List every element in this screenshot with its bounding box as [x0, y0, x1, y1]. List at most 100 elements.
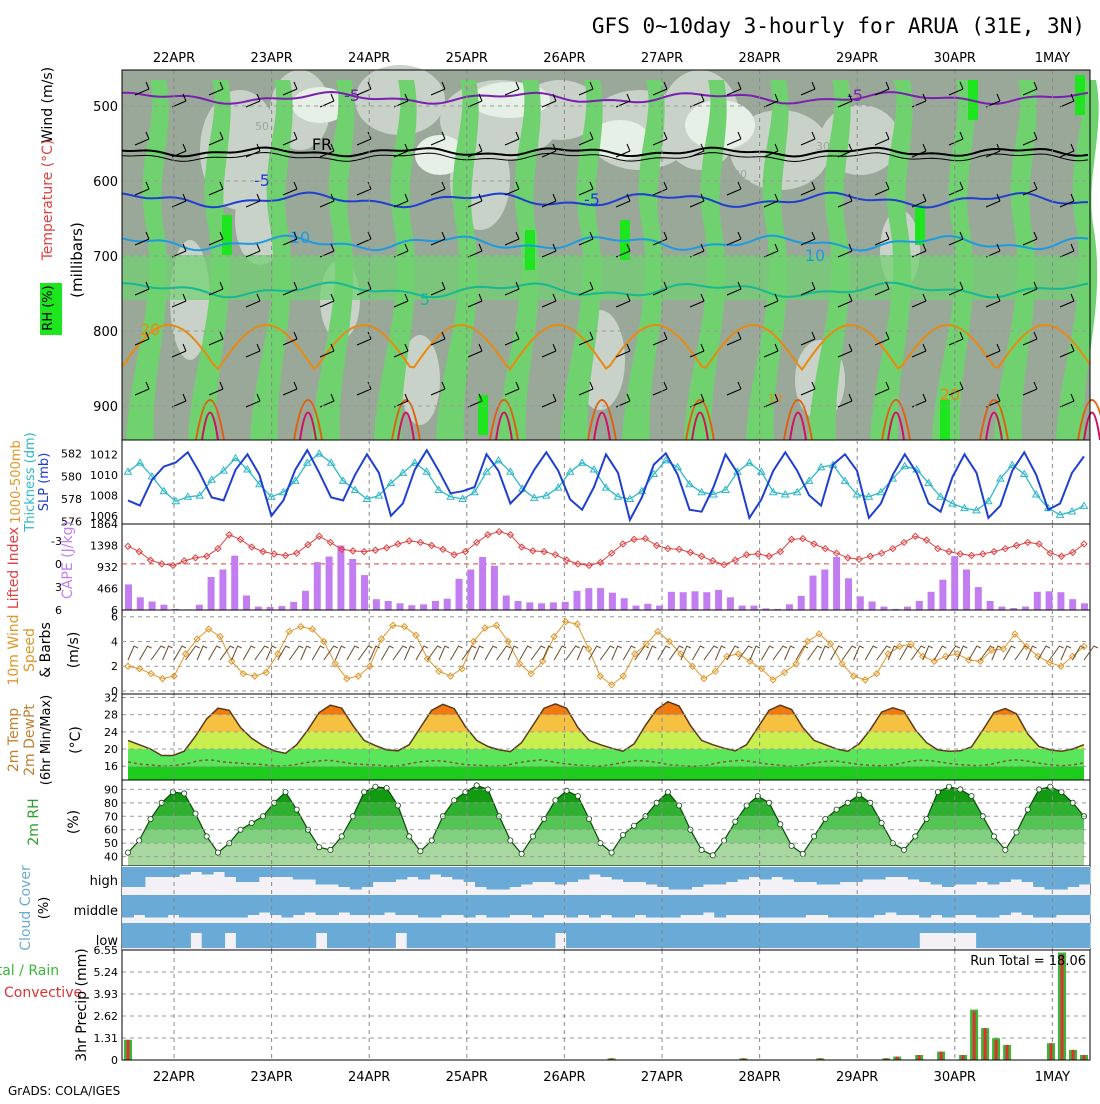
cape-bar: [136, 597, 144, 610]
cape-bar: [231, 555, 239, 610]
temperature-contour: [121, 191, 1089, 209]
wind-barb: [763, 143, 779, 158]
rh-point: [968, 793, 975, 800]
rh-point: [878, 820, 885, 827]
cape-bar: [1081, 603, 1088, 610]
thickness-tick-label: 582: [61, 448, 82, 461]
cloud-bar: [349, 895, 362, 915]
wind-barb: [726, 231, 742, 246]
wind-speed-point: [561, 617, 570, 626]
wind-barb: [1059, 143, 1075, 158]
cloud-bar: [873, 867, 886, 880]
li-point: [472, 538, 481, 547]
dewpoint-label: 2m DewPt: [22, 704, 38, 776]
cloud-bar: [668, 867, 681, 890]
cape-bar: [1033, 591, 1041, 610]
wind-barb: [910, 645, 926, 661]
wind-speed-point: [469, 637, 478, 646]
wind-barb: [134, 331, 150, 346]
wind-speed-point: [124, 662, 132, 670]
wind-barb: [415, 645, 429, 661]
wind-barb: [948, 331, 964, 346]
wind-barb: [134, 131, 150, 146]
wind-barb: [578, 331, 594, 346]
wind-barb: [738, 645, 753, 661]
wind-barb: [553, 645, 567, 661]
wind-barb: [874, 281, 890, 296]
cloud-bar: [1055, 895, 1068, 915]
cloud-bar: [793, 867, 806, 882]
freezing-level-contour: [121, 151, 1089, 163]
pressure-tick-label: 900: [93, 400, 118, 415]
cloud-bar: [509, 895, 522, 915]
wind-speed-point: [515, 660, 524, 668]
wind-barb: [763, 343, 779, 358]
wind-barb: [979, 645, 995, 661]
wind-speed-point: [953, 650, 962, 658]
cloud-bar: [383, 867, 396, 882]
cloud-bar: [805, 895, 818, 915]
cloud-bar: [714, 923, 727, 948]
wind-barb: [784, 645, 795, 661]
rh-point: [608, 849, 615, 856]
wind-barb: [874, 331, 890, 346]
precip-convective-bar: [1071, 1049, 1075, 1060]
wind-barb: [948, 231, 964, 246]
cape-bar: [880, 606, 888, 610]
cloud-bar: [907, 923, 920, 948]
wind-speed-point: [988, 646, 996, 654]
wind-barb: [689, 343, 705, 358]
contour-label: 10: [768, 392, 782, 405]
wind-barb: [134, 181, 150, 196]
cape-bar: [396, 603, 404, 610]
wind-barb: [714, 645, 726, 661]
cloud-level-label: low: [96, 934, 119, 949]
cloud-bar: [156, 895, 169, 918]
cloud-bar: [327, 895, 339, 915]
li-tick-label: 6: [55, 604, 62, 617]
thickness-point: [948, 499, 957, 507]
wind-barb: [948, 131, 964, 146]
cape-bar: [349, 558, 357, 610]
wind-barb: [542, 645, 553, 661]
cloud-bar: [998, 923, 1011, 948]
rh-point: [698, 846, 705, 853]
wind-barb: [948, 381, 964, 396]
rh-color-band: [128, 843, 1084, 866]
rh-point: [822, 816, 829, 823]
rh-point: [293, 806, 300, 813]
rh-point: [147, 816, 154, 823]
wind-tick-label: 4: [111, 635, 118, 648]
pressure-tick-label: 800: [93, 325, 118, 340]
li-point: [461, 547, 470, 556]
bottom-date-label: 30APR: [934, 1070, 976, 1085]
wind-speed-point: [619, 672, 627, 680]
cloud-bar: [737, 895, 749, 915]
cloud-bar: [862, 895, 875, 918]
wind-barb: [1022, 231, 1038, 246]
wind-barb: [430, 131, 446, 146]
wind-barb: [622, 645, 636, 661]
thickness-point: [207, 475, 217, 483]
rh-tick-label: 40: [104, 851, 118, 864]
li-point: [979, 550, 987, 558]
cloud-bar: [349, 923, 362, 948]
cape-bar: [278, 606, 286, 610]
cloud-bar: [383, 923, 396, 948]
cloud-bar: [304, 867, 317, 880]
precip-convective-bar: [983, 1028, 987, 1060]
thickness-point: [350, 485, 360, 493]
cloud-bar: [634, 895, 647, 915]
rh-point: [383, 785, 390, 792]
cloud-bar: [1033, 895, 1046, 918]
temp-tick-label: 20: [104, 743, 118, 756]
wind-barb: [430, 81, 446, 96]
wind-barb: [171, 343, 187, 358]
li-point: [1046, 549, 1054, 557]
rh-moist-plume: [250, 80, 293, 440]
cloud-bar: [281, 923, 294, 948]
wind-barb: [1022, 131, 1038, 146]
contour-label: FR: [312, 135, 332, 154]
precip-convective-bar: [917, 1055, 921, 1060]
slp-tick-label: 1010: [90, 469, 118, 482]
